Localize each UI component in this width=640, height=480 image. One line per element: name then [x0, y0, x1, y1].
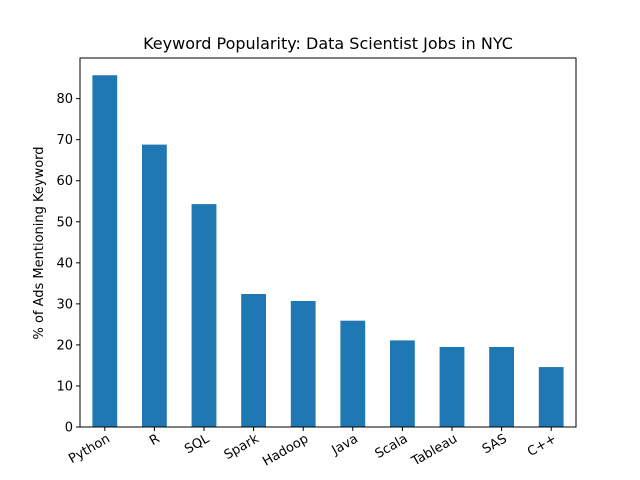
- bar-sql: [191, 204, 217, 427]
- bar-sas: [489, 346, 514, 427]
- y-tick-label: 0: [65, 421, 73, 436]
- chart-title: Keyword Popularity: Data Scientist Jobs …: [143, 34, 513, 53]
- y-tick-label: 20: [56, 338, 73, 353]
- y-tick-label: 70: [56, 133, 73, 148]
- bar-spark: [241, 294, 266, 427]
- bar-java: [340, 320, 366, 427]
- y-tick-label: 60: [56, 174, 73, 189]
- x-tick-label: Spark: [222, 431, 262, 463]
- x-tick-label: Scala: [373, 431, 411, 461]
- y-tick-label: 40: [56, 256, 73, 271]
- y-tick-label: 10: [56, 379, 73, 394]
- bar-hadoop: [290, 300, 316, 427]
- plot-frame: [79, 57, 577, 428]
- x-tick-label: R: [147, 431, 162, 449]
- y-axis-label: % of Ads Mentioning Keyword: [32, 146, 47, 339]
- y-tick-label: 80: [56, 92, 73, 107]
- x-tick-label: Hadoop: [260, 431, 311, 469]
- x-tick-label: SAS: [480, 431, 510, 457]
- bars-layer: [92, 75, 564, 428]
- bar-scala: [390, 340, 415, 427]
- y-tick-label: 50: [56, 215, 73, 230]
- x-tick-label: Python: [66, 431, 113, 467]
- x-tick-label: SQL: [182, 431, 212, 457]
- bar-tableau: [439, 346, 465, 427]
- bar-python: [92, 75, 118, 428]
- bar-r: [142, 144, 167, 428]
- x-tick-label: Java: [329, 431, 361, 458]
- x-tick-label: Tableau: [408, 431, 460, 469]
- x-tick-label: C++: [525, 431, 559, 459]
- bar-cplus: [538, 367, 564, 427]
- y-tick-label: 30: [56, 297, 73, 312]
